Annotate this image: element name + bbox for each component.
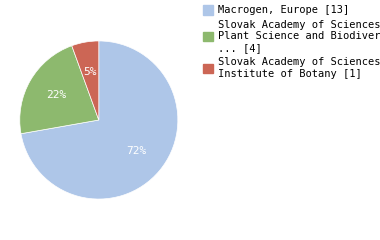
Text: 5%: 5%	[84, 67, 97, 77]
Text: 72%: 72%	[126, 146, 146, 156]
Wedge shape	[20, 46, 99, 134]
Legend: Macrogen, Europe [13], Slovak Academy of Sciences,
Plant Science and Biodiversit: Macrogen, Europe [13], Slovak Academy of…	[203, 5, 380, 78]
Text: 22%: 22%	[46, 90, 66, 101]
Wedge shape	[21, 41, 178, 199]
Wedge shape	[72, 41, 99, 120]
